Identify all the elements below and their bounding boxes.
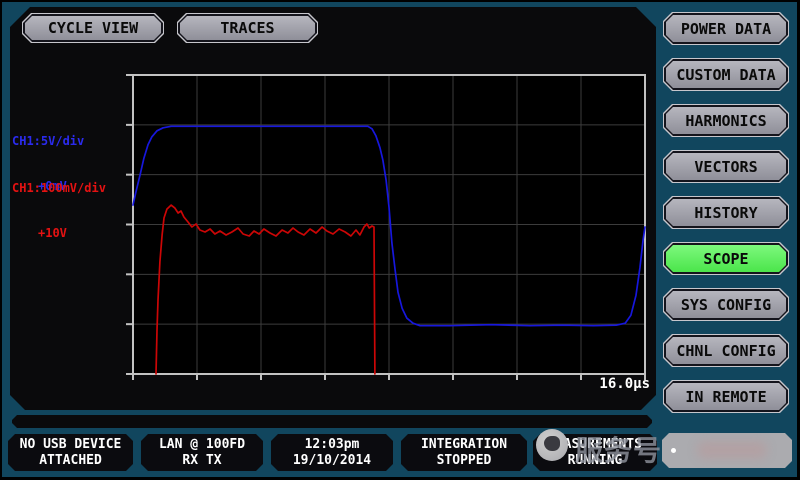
scope-panel: CYCLE VIEW TRACES CH1:5V/div +0mV CH1:10… (10, 7, 656, 410)
sidebar-button-chnl-config[interactable]: CHNL CONFIG (663, 334, 789, 367)
message-bar (12, 415, 652, 428)
channel1-offset: +0mV (38, 179, 67, 193)
status-integration-line2: STOPPED (436, 452, 492, 468)
sidebar-button-vectors-label: VECTORS (694, 157, 758, 176)
watermark-smear (697, 441, 767, 459)
status-lan-line2: RX TX (182, 452, 222, 468)
button-face: SYS CONFIG (666, 291, 786, 318)
sidebar-button-scope[interactable]: SCOPE (663, 242, 789, 275)
watermark-box (662, 433, 792, 468)
sidebar-button-power-data[interactable]: POWER DATA (663, 12, 789, 45)
sidebar-button-scope-label: SCOPE (703, 249, 749, 268)
tab-cycle-view[interactable]: CYCLE VIEW (22, 13, 164, 43)
button-face: CHNL CONFIG (666, 337, 786, 364)
button-face: POWER DATA (666, 15, 786, 42)
watermark-logo-icon (536, 429, 568, 461)
button-face: CUSTOM DATA (666, 61, 786, 88)
tab-face: TRACES (180, 16, 315, 40)
button-face: SCOPE (666, 245, 786, 272)
sidebar-button-vectors[interactable]: VECTORS (663, 150, 789, 183)
status-usb-line2: ATTACHED (39, 452, 102, 468)
scope-plot (125, 73, 653, 385)
tab-face: CYCLE VIEW (25, 16, 161, 40)
status-lan: LAN @ 100FD RX TX (141, 434, 263, 471)
channel2-scale: CH1:100mV/div (12, 181, 106, 195)
status-measurements-line1: MEASUREMENTS (548, 436, 642, 452)
status-datetime: 12:03pm 19/10/2014 (271, 434, 393, 471)
sidebar-button-custom-data-label: CUSTOM DATA (676, 65, 776, 84)
channel2-offset: +10V (38, 226, 67, 240)
button-face: VECTORS (666, 153, 786, 180)
status-usb-line1: NO USB DEVICE (19, 436, 122, 452)
timebase-label: 16.0µs (599, 376, 650, 392)
status-usb: NO USB DEVICE ATTACHED (8, 434, 133, 471)
sidebar-button-harmonics[interactable]: HARMONICS (663, 104, 789, 137)
button-face: IN REMOTE (666, 383, 786, 410)
status-time: 12:03pm (304, 436, 360, 452)
sidebar-button-in-remote-label: IN REMOTE (685, 387, 767, 406)
sidebar-button-harmonics-label: HARMONICS (685, 111, 767, 130)
status-integration: INTEGRATION STOPPED (401, 434, 527, 471)
channel1-scale-label: CH1:5V/div +0mV (12, 104, 84, 224)
tab-cycle-view-label: CYCLE VIEW (47, 19, 139, 37)
sidebar-button-history-label: HISTORY (694, 203, 758, 222)
watermark-dot (671, 448, 676, 453)
sidebar-button-history[interactable]: HISTORY (663, 196, 789, 229)
button-face: HARMONICS (666, 107, 786, 134)
status-lan-line1: LAN @ 100FD (158, 436, 246, 452)
status-integration-line1: INTEGRATION (420, 436, 508, 452)
watermark-text: 服务号 (575, 434, 663, 467)
tab-traces-label: TRACES (220, 19, 275, 37)
channel2-scale-label: CH1:100mV/div +10V (12, 151, 106, 271)
sidebar-button-in-remote[interactable]: IN REMOTE (663, 380, 789, 413)
sidebar-button-sys-config[interactable]: SYS CONFIG (663, 288, 789, 321)
channel1-scale: CH1:5V/div (12, 134, 85, 148)
sidebar-button-chnl-config-label: CHNL CONFIG (676, 341, 776, 360)
button-face: HISTORY (666, 199, 786, 226)
sidebar-button-power-data-label: POWER DATA (680, 19, 772, 38)
status-measurements-line2: RUNNING (567, 452, 623, 468)
sidebar-button-custom-data[interactable]: CUSTOM DATA (663, 58, 789, 91)
status-date: 19/10/2014 (292, 452, 372, 468)
tab-traces[interactable]: TRACES (177, 13, 318, 43)
sidebar-button-sys-config-label: SYS CONFIG (680, 295, 772, 314)
